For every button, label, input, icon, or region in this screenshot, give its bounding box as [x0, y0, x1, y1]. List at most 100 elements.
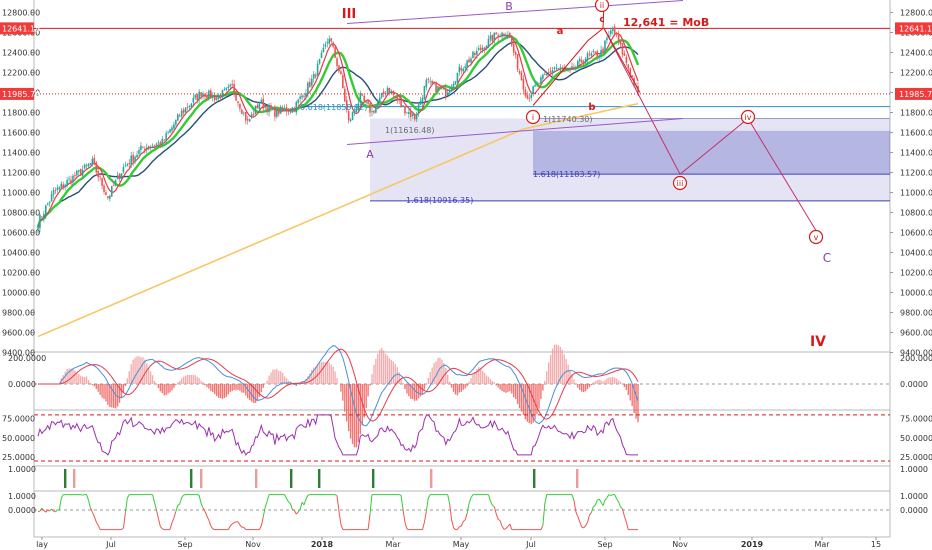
osc-segment — [585, 522, 588, 527]
osc-segment — [292, 509, 295, 511]
macd-hist-bar — [380, 347, 383, 384]
osc-y-tick: 1.0000 — [8, 492, 36, 501]
osc-segment — [53, 510, 56, 513]
osc-segment — [212, 528, 215, 531]
macd-hist-bar — [198, 378, 200, 384]
macd-hist-bar — [538, 384, 540, 409]
macd-hist-bar — [149, 371, 152, 384]
candle-body — [509, 33, 511, 38]
macd-hist-bar — [202, 382, 204, 384]
osc-segment — [593, 504, 596, 507]
candle-body — [326, 42, 329, 44]
osc-segment — [95, 521, 99, 526]
macd-hist-bar — [330, 364, 332, 384]
macd-hist-bar — [93, 384, 96, 387]
osc-segment — [89, 507, 93, 513]
candle-body — [594, 51, 597, 53]
signal-bar — [533, 469, 536, 488]
candle-body — [602, 48, 604, 53]
osc-segment — [618, 501, 621, 508]
candle-body — [316, 63, 319, 76]
osc-segment — [93, 516, 97, 523]
osc-segment — [425, 498, 429, 512]
candle-body — [266, 107, 268, 112]
x-tick-label: Sep — [177, 540, 192, 549]
candle-body — [435, 81, 437, 92]
x-tick-label: Mar — [814, 540, 830, 549]
macd-hist-bar — [62, 375, 64, 384]
candle-body — [314, 74, 317, 77]
candle-body — [559, 67, 562, 69]
macd-hist-bar — [571, 374, 573, 384]
macd-hist-bar — [435, 361, 437, 384]
candle-body — [103, 185, 105, 192]
macd-hist-bar — [225, 384, 228, 397]
macd-hist-bar — [285, 378, 288, 384]
macd-hist-bar — [445, 367, 447, 384]
macd-hist-bar — [87, 380, 90, 384]
macd-hist-bar — [134, 357, 136, 384]
macd-hist-bar — [530, 384, 532, 425]
macd-hist-bar — [293, 384, 296, 385]
candle-body — [56, 187, 59, 191]
y-tick-right: 10800.00 — [900, 209, 932, 218]
macd-hist-bar — [588, 384, 591, 388]
candle-body — [241, 109, 243, 114]
osc-segment — [260, 516, 264, 527]
macd-hist-bar — [252, 384, 255, 403]
osc-segment — [229, 523, 233, 527]
macd-hist-bar — [631, 384, 633, 407]
candle-body — [499, 36, 501, 38]
candle-body — [320, 52, 323, 59]
rsi-y-tick: 75.0000 — [2, 415, 35, 424]
x-tick-label: Jul — [105, 540, 116, 549]
macd-hist-bar — [186, 374, 189, 384]
macd-hist-bar — [237, 384, 239, 390]
osc-segment — [171, 517, 175, 524]
macd-hist-bar — [146, 363, 148, 384]
macd-hist-bar — [303, 381, 305, 384]
y-tick-right: 9600.00 — [900, 329, 932, 338]
macd-hist-bar — [70, 368, 72, 384]
candle-body — [582, 61, 585, 64]
osc-segment — [625, 522, 629, 530]
macd-hist-bar — [359, 384, 362, 435]
macd-hist-bar — [567, 364, 569, 384]
y-tick-left: 12200.00 — [2, 69, 40, 78]
wave-label-iv: iv — [745, 113, 752, 122]
candle-body — [380, 92, 383, 98]
candle-body — [540, 77, 542, 85]
y-tick-left: 11400.00 — [2, 149, 40, 158]
candle-body — [450, 86, 453, 92]
candle-body — [363, 95, 366, 102]
wave-circle-iii — [672, 175, 688, 191]
macd-hist-bar — [592, 382, 595, 384]
macd-hist-bar — [280, 371, 282, 384]
osc-segment — [231, 522, 235, 525]
candle-body — [534, 85, 536, 87]
y-tick-right: 12800.00 — [900, 9, 932, 18]
candle-body — [491, 34, 494, 42]
osc-y-tick-right: 0.0000 — [900, 506, 928, 515]
macd-hist-bar — [608, 377, 610, 384]
macd-hist-bar — [295, 384, 297, 386]
macd-hist-bar — [408, 384, 410, 397]
signal-y-tick-right: 1.0000 — [900, 465, 928, 474]
macd-hist-bar — [363, 384, 365, 418]
macd-hist-bar — [579, 384, 581, 391]
candle-body — [307, 82, 309, 94]
macd-hist-bar — [89, 382, 92, 384]
candle-body — [219, 96, 222, 99]
osc-segment — [210, 525, 214, 530]
wave-label-III: III — [342, 7, 357, 22]
osc-segment — [459, 525, 462, 528]
macd-hist-bar — [204, 384, 206, 386]
macd-hist-bar — [200, 380, 202, 384]
candle-body — [198, 91, 200, 100]
macd-hist-bar — [373, 365, 375, 384]
signal-bar — [576, 469, 579, 488]
osc-segment — [239, 524, 243, 528]
candle-body — [190, 103, 193, 108]
candle-body — [318, 58, 321, 64]
candle-body — [553, 67, 556, 69]
